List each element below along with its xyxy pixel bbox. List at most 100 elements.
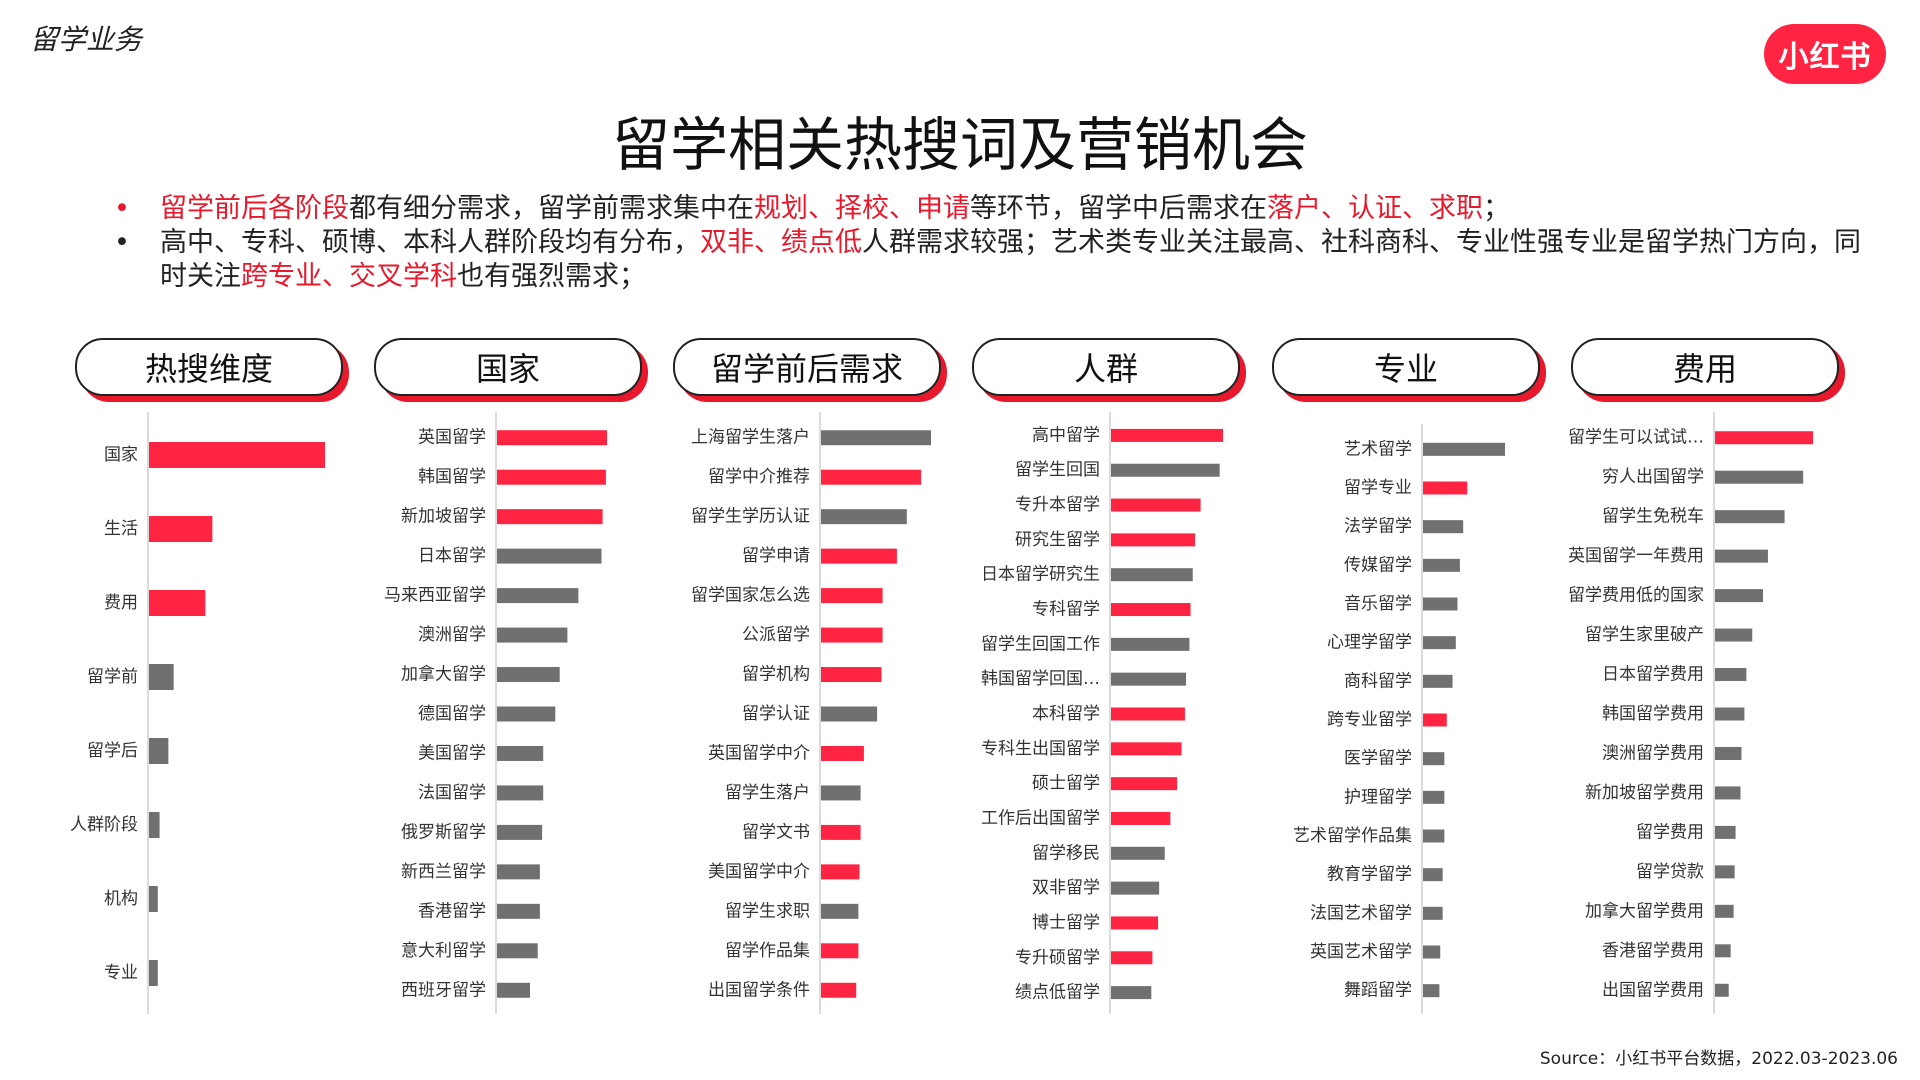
category-label: 新西兰留学 — [401, 862, 486, 882]
bar — [1423, 520, 1464, 534]
bar — [1111, 533, 1195, 547]
category-label: 高中留学 — [1032, 425, 1100, 445]
bar — [1423, 906, 1443, 920]
bar — [1715, 825, 1736, 839]
chart-title-pill: 留学前后需求 — [673, 338, 941, 396]
bar — [1423, 597, 1458, 611]
bar — [1111, 568, 1193, 582]
category-label: 专升硕留学 — [1015, 948, 1100, 968]
category-label: 英国留学中介 — [708, 743, 810, 763]
bar — [1715, 510, 1785, 524]
chart-country: 英国留学 韩国留学 新加坡留学 日本留学 马来西亚留学 澳洲留学 加拿大留学 德国留学 美国留学… — [354, 410, 654, 1015]
bar — [149, 664, 174, 690]
category-label: 艺术留学 — [1344, 439, 1412, 459]
plain-text: 都有细分需求，留学前需求集中在 — [349, 193, 754, 224]
category-label: 法国留学 — [418, 783, 486, 803]
highlight-text: 规划、择校、申请 — [754, 193, 970, 224]
bar — [821, 943, 859, 959]
bar — [821, 509, 907, 525]
category-label: 加拿大留学费用 — [1585, 900, 1704, 921]
bar — [497, 745, 544, 761]
bar — [821, 982, 857, 998]
bar — [1715, 628, 1753, 642]
bar — [1111, 707, 1185, 721]
bar — [1111, 846, 1165, 860]
bar-chart-svg: 上海留学生落户留学中介推荐留学生学历认证留学申请留学国家怎么选公派留学留学机构留… — [691, 412, 931, 1014]
plain-text: 等环节，留学中后需求在 — [970, 193, 1267, 224]
bar — [821, 864, 860, 880]
category-label: 生活 — [104, 519, 138, 539]
category-label: 本科留学 — [1032, 704, 1100, 724]
category-label: 上海留学生落户 — [691, 428, 810, 448]
bullet-text: 高中、专科、硕博、本科人群阶段均有分布，双非、绩点低人群需求较强；艺术类专业关注… — [160, 227, 1861, 292]
bar-chart-svg: 留学生可以试试… 穷人出国留学留学生免税车英国留学一年费用留学费用低的国家留学生家… — [1568, 412, 1813, 1014]
bar — [1715, 865, 1735, 879]
category-label: 留学文书 — [742, 822, 810, 842]
chart-title-pill: 国家 — [374, 338, 642, 396]
bar — [149, 516, 213, 542]
category-label: 绩点低留学 — [1015, 983, 1100, 1003]
category-label: 留学贷款 — [1636, 862, 1704, 882]
category-label: 德国留学 — [418, 704, 486, 724]
bar — [1715, 746, 1742, 760]
bar — [821, 745, 864, 761]
bar — [1423, 984, 1440, 998]
bar — [821, 469, 922, 485]
category-label: 专业 — [104, 963, 138, 983]
category-label: 留学生回国 — [1015, 460, 1100, 480]
bar — [1715, 470, 1804, 484]
bullet-2: • 高中、专科、硕博、本科人群阶段均有分布，双非、绩点低人群需求较强；艺术类专业… — [110, 226, 1870, 294]
plain-text: 高中、专科、硕博、本科人群阶段均有分布， — [160, 227, 700, 258]
bar — [1715, 668, 1747, 682]
category-label: 留学生家里破产 — [1585, 625, 1704, 645]
bar — [1715, 904, 1734, 918]
category-label: 留学移民 — [1032, 843, 1100, 863]
bar — [1111, 463, 1220, 477]
chart-study-abroad-needs: 上海留学生落户 留学中介推荐 留学生学历认证 留学申请 留学国家怎么选 公派留学 留学机构留… — [654, 410, 954, 1015]
bar — [1111, 951, 1153, 965]
category-label: 教育学留学 — [1327, 865, 1412, 885]
bar — [1423, 481, 1468, 495]
category-label: 日本留学费用 — [1602, 665, 1704, 685]
bar — [821, 548, 897, 564]
bar — [497, 430, 607, 446]
bar — [149, 886, 158, 912]
category-label: 留学专业 — [1344, 478, 1412, 498]
category-label: 日本留学研究生 — [981, 565, 1100, 585]
chart-cost: 留学生可以试试… 穷人出国留学 留学生免税车 英国留学一年费用 留学费用低的国家 留学生家… — [1554, 410, 1874, 1015]
bar — [1111, 777, 1178, 791]
category-label: 新加坡留学 — [401, 507, 486, 527]
category-label: 硕士留学 — [1032, 774, 1100, 794]
page-title: 留学相关热搜词及营销机会 — [611, 111, 1308, 179]
category-label: 国家 — [104, 445, 138, 465]
category-label: 澳洲留学 — [418, 625, 486, 645]
category-label: 留学申请 — [742, 546, 810, 566]
bar — [1111, 637, 1190, 651]
bar — [497, 548, 602, 564]
chart-title-pill: 费用 — [1571, 338, 1839, 396]
bullet-dot: • — [114, 193, 130, 224]
bar-chart-svg: 艺术留学留学专业法学留学传媒留学音乐留学心理学留学商科留学跨专业留学医学留学护理… — [1293, 424, 1505, 1014]
bar — [497, 469, 606, 485]
chart-major: 艺术留学 留学专业 法学留学 传媒留学 音乐留学 心理学留学 商科留学 跨专业留学 医学留学 护理… — [1254, 410, 1554, 1015]
category-label: 英国留学 — [418, 428, 486, 448]
category-label: 护理留学 — [1344, 787, 1412, 807]
bar — [1715, 983, 1729, 997]
bar — [1111, 811, 1171, 825]
category-label: 商科留学 — [1344, 671, 1412, 691]
section-label: 留学业务 — [30, 23, 143, 56]
bar — [1423, 829, 1445, 843]
category-label: 研究生留学 — [1015, 530, 1100, 550]
bar — [497, 509, 603, 525]
plain-text: 人群需求较强；艺术类专业关注最高、社科商科、专业性强专业是留学热门方向，同时关注 — [160, 227, 1861, 292]
highlight-text: 跨专业、交叉学科 — [241, 261, 457, 292]
category-label: 人群阶段 — [70, 815, 138, 835]
chart-title-pill: 人群 — [972, 338, 1240, 396]
bar — [821, 903, 859, 919]
category-label: 韩国留学回国… — [981, 669, 1100, 689]
bar — [1111, 603, 1191, 617]
category-label: 韩国留学费用 — [1602, 704, 1704, 724]
category-label: 专升本留学 — [1015, 495, 1100, 515]
bar — [1423, 442, 1505, 456]
bar — [1423, 868, 1443, 882]
